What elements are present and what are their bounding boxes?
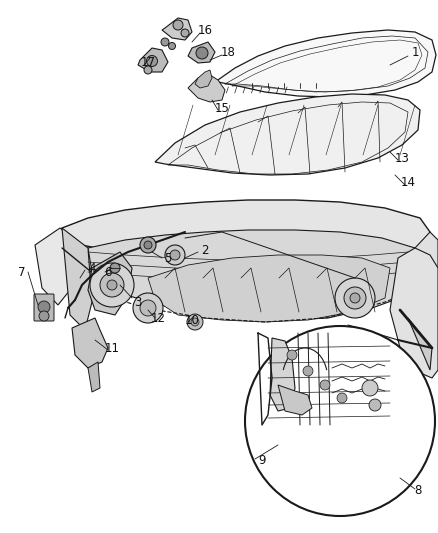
Polygon shape [215,30,436,97]
Circle shape [110,263,120,273]
Circle shape [337,393,347,403]
Text: 2: 2 [201,244,209,256]
Circle shape [344,287,366,309]
Polygon shape [138,48,168,72]
Circle shape [350,293,360,303]
Circle shape [165,245,185,265]
Circle shape [245,326,435,516]
Text: 3: 3 [134,295,141,309]
Circle shape [303,366,313,376]
Circle shape [140,300,156,316]
Text: 15: 15 [215,101,230,115]
Polygon shape [72,318,108,368]
Circle shape [38,301,50,313]
Circle shape [191,318,199,326]
Text: 14: 14 [400,175,416,189]
Polygon shape [62,200,430,260]
Text: 10: 10 [184,313,199,327]
Circle shape [39,311,49,321]
Text: 5: 5 [164,252,172,264]
Circle shape [181,29,189,37]
Text: 1: 1 [411,45,419,59]
Text: 8: 8 [414,484,422,497]
Polygon shape [408,232,438,368]
Polygon shape [88,362,100,392]
Circle shape [170,250,180,260]
FancyBboxPatch shape [34,294,54,321]
Circle shape [369,399,381,411]
Text: 6: 6 [104,265,112,279]
Circle shape [107,280,117,290]
Text: 17: 17 [141,55,155,69]
Circle shape [320,380,330,390]
Text: 11: 11 [105,342,120,354]
Polygon shape [88,230,415,320]
Polygon shape [278,385,312,415]
Polygon shape [270,338,295,411]
Polygon shape [162,18,192,40]
Polygon shape [188,42,215,63]
Text: 7: 7 [18,265,26,279]
Circle shape [140,237,156,253]
Circle shape [100,273,124,297]
Text: 9: 9 [258,455,266,467]
Polygon shape [408,318,432,370]
Circle shape [169,43,176,50]
Polygon shape [35,228,75,305]
Text: 4: 4 [88,262,96,274]
Polygon shape [62,228,92,330]
Text: 18: 18 [221,45,236,59]
Text: 16: 16 [198,23,212,36]
Polygon shape [390,248,438,378]
Circle shape [144,241,152,249]
Text: 13: 13 [395,151,410,165]
Circle shape [187,314,203,330]
Circle shape [196,47,208,59]
Circle shape [335,278,375,318]
Circle shape [161,38,169,46]
Circle shape [173,20,183,30]
Circle shape [362,380,378,396]
Polygon shape [155,94,420,175]
Circle shape [90,263,134,307]
Polygon shape [88,252,132,315]
Polygon shape [195,70,212,88]
Circle shape [146,55,158,67]
Text: 12: 12 [151,311,166,325]
Circle shape [144,66,152,74]
Polygon shape [148,255,390,322]
Polygon shape [188,75,225,102]
Circle shape [133,293,163,323]
Circle shape [287,350,297,360]
